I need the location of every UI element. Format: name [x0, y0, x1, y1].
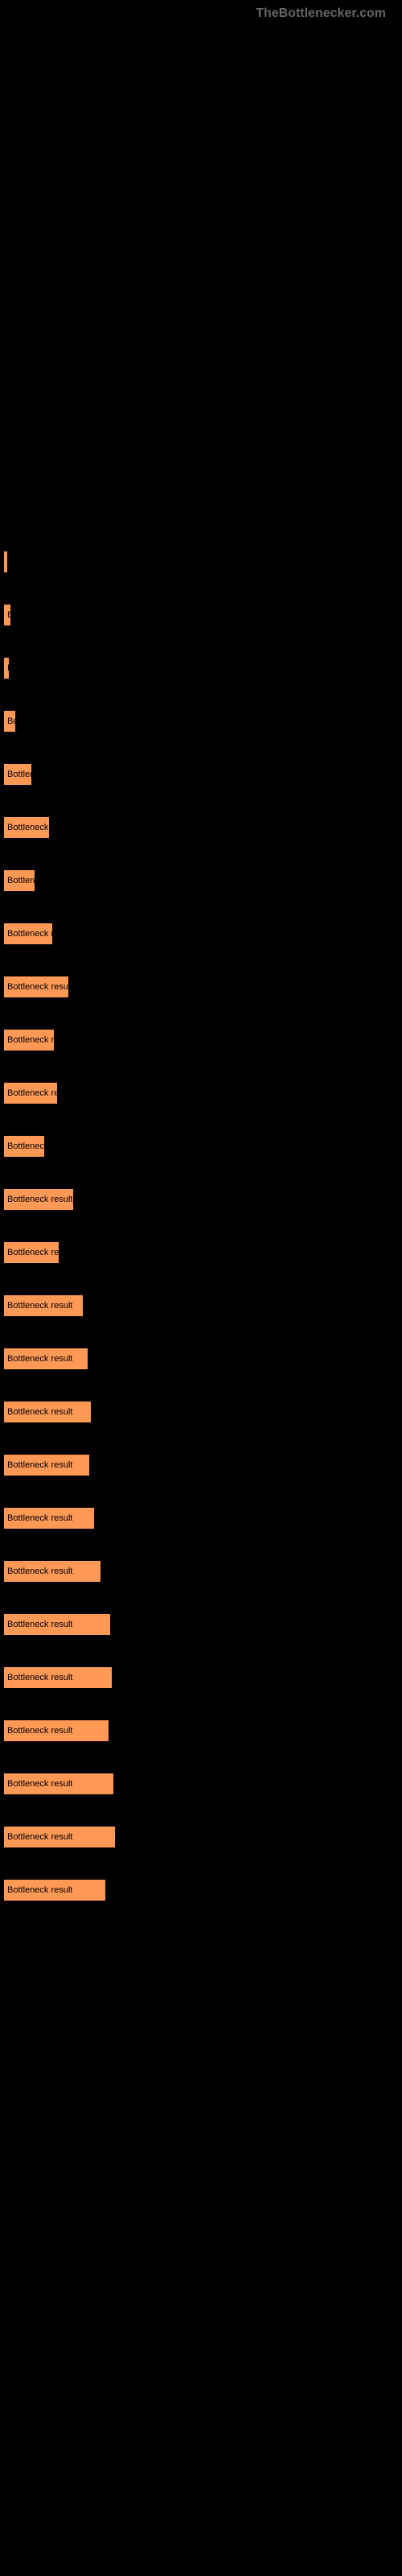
bar-label: Bottleneck res	[7, 1088, 58, 1098]
chart-bar	[3, 551, 8, 573]
bar-row: Bottleneck result	[3, 1188, 399, 1211]
bar-row: Bottleneck re	[3, 923, 399, 945]
bar-row: Bottleneck result	[3, 1773, 399, 1795]
chart-bar: B	[3, 657, 10, 679]
bar-label: Bottleneck result	[7, 1513, 72, 1523]
chart-bar: Bottleneck result	[3, 1294, 84, 1317]
chart-bar: Bottleneck result	[3, 1560, 101, 1583]
bar-row: Bottleneck result	[3, 1507, 399, 1530]
bar-label: Bottleneck res	[7, 1248, 59, 1257]
bar-label: Bottleneck result	[7, 982, 69, 992]
bar-row: Bottleneck result	[3, 1294, 399, 1317]
chart-bar: Bottleneck r	[3, 816, 50, 839]
bar-row: B	[3, 657, 399, 679]
bar-row: Bottleneck result	[3, 1879, 399, 1901]
chart-bar: Bottleneck result	[3, 1879, 106, 1901]
bar-label: Bo	[7, 716, 16, 726]
bar-row: Bottleneck result	[3, 1613, 399, 1636]
chart-bar: B	[3, 604, 11, 626]
bar-row: B	[3, 604, 399, 626]
chart-bar: Bottlen	[3, 869, 35, 892]
chart-bar: Bottleneck result	[3, 1666, 113, 1689]
bar-row: Bottleneck	[3, 1135, 399, 1158]
bar-label: Bottlen	[7, 770, 32, 779]
chart-bar: Bottleneck res	[3, 1082, 58, 1104]
bar-label: Bottleneck result	[7, 1620, 72, 1629]
bar-row: Bottleneck result	[3, 1454, 399, 1476]
top-spacer	[0, 27, 402, 551]
chart-bar: Bottleneck result	[3, 1188, 74, 1211]
bar-row: Bottleneck r	[3, 816, 399, 839]
bar-label: Bottleneck re	[7, 929, 53, 939]
bar-row	[3, 551, 399, 573]
bar-label: Bottleneck result	[7, 1885, 72, 1895]
bar-row: Bottlen	[3, 763, 399, 786]
chart-bar: Bottleneck re	[3, 923, 53, 945]
chart-bar: Bottleneck result	[3, 1401, 92, 1423]
bar-row: Bottleneck result	[3, 1826, 399, 1848]
bar-label: Bottleneck result	[7, 1726, 72, 1736]
chart-bar: Bottleneck result	[3, 1773, 114, 1795]
bar-label: Bottleneck r	[7, 823, 50, 832]
bar-label: Bottleneck result	[7, 1832, 72, 1842]
chart-bar: Bottlen	[3, 763, 32, 786]
bar-row: Bottleneck result	[3, 1560, 399, 1583]
bar-label: Bottleneck re	[7, 1035, 55, 1045]
chart-bar: Bottleneck result	[3, 1613, 111, 1636]
bar-row: Bottleneck result	[3, 976, 399, 998]
bar-row: Bottlen	[3, 869, 399, 892]
chart-bar: Bottleneck	[3, 1135, 45, 1158]
bar-row: Bottleneck result	[3, 1348, 399, 1370]
chart-bar: Bottleneck result	[3, 1348, 88, 1370]
bar-label: B	[7, 663, 10, 673]
bar-chart: B B Bo Bottlen Bottleneck r Bottlen Bottleneck…	[0, 551, 402, 1901]
bar-label: Bottleneck result	[7, 1195, 72, 1204]
bar-label: Bottleneck result	[7, 1460, 72, 1470]
bar-label: Bottleneck result	[7, 1407, 72, 1417]
bar-row: Bottleneck res	[3, 1082, 399, 1104]
bar-label: Bottleneck result	[7, 1673, 72, 1682]
bar-row: Bottleneck result	[3, 1666, 399, 1689]
bar-row: Bottleneck result	[3, 1719, 399, 1742]
watermark-text: TheBottlenecker.com	[0, 0, 402, 27]
bar-row: Bottleneck result	[3, 1401, 399, 1423]
bar-label: B	[7, 610, 11, 620]
bar-label: Bottleneck result	[7, 1567, 72, 1576]
chart-bar: Bottleneck result	[3, 1826, 116, 1848]
chart-bar: Bottleneck res	[3, 1241, 59, 1264]
bar-row: Bottleneck re	[3, 1029, 399, 1051]
chart-bar: Bottleneck result	[3, 1454, 90, 1476]
bar-label: Bottleneck result	[7, 1354, 72, 1364]
bar-row: Bottleneck res	[3, 1241, 399, 1264]
chart-bar: Bottleneck result	[3, 1507, 95, 1530]
bar-label: Bottleneck	[7, 1141, 45, 1151]
chart-bar: Bottleneck result	[3, 1719, 109, 1742]
chart-bar: Bottleneck re	[3, 1029, 55, 1051]
bar-label: Bottleneck result	[7, 1301, 72, 1311]
bar-label: Bottlen	[7, 876, 35, 886]
chart-bar: Bo	[3, 710, 16, 733]
bar-label: Bottleneck result	[7, 1779, 72, 1789]
bar-row: Bo	[3, 710, 399, 733]
chart-bar: Bottleneck result	[3, 976, 69, 998]
